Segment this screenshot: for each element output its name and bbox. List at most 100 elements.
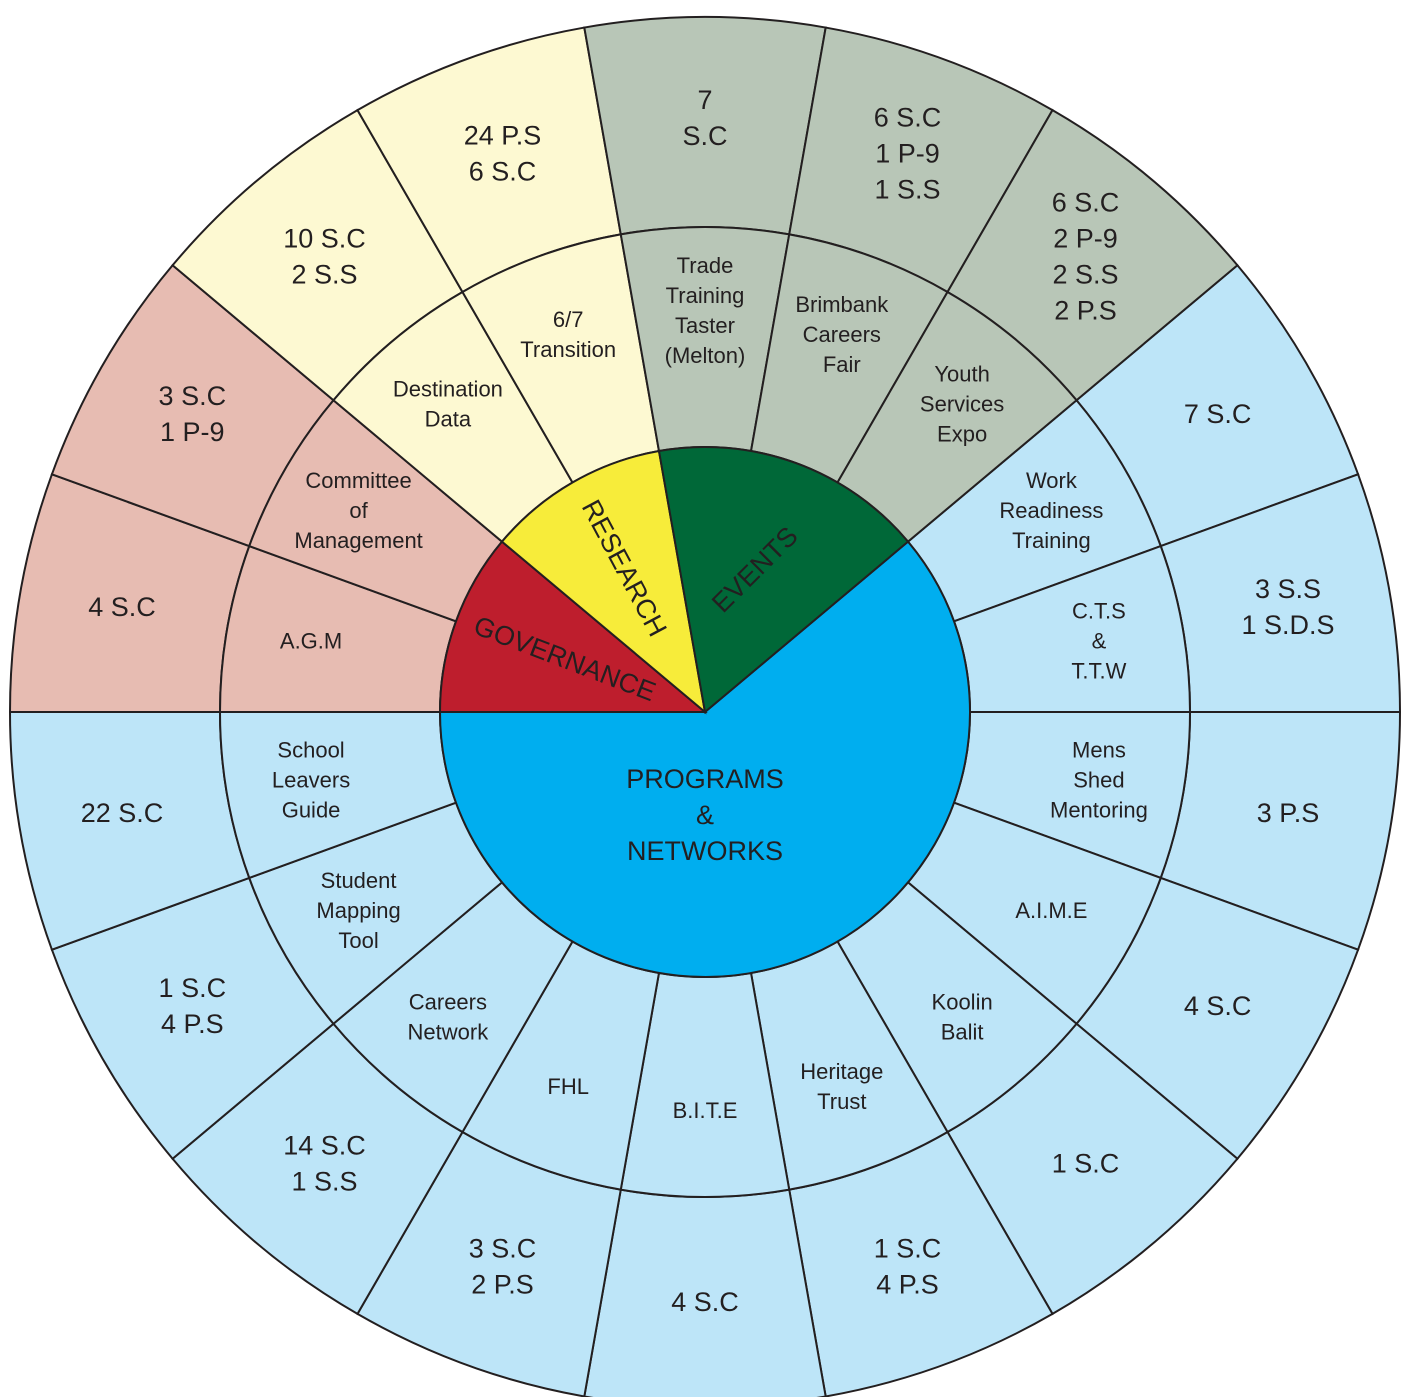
center-label: PROGRAMS & NETWORKS (626, 764, 784, 866)
item-count-line: 1 S.S (291, 1167, 357, 1197)
item-label-line: Brimbank (795, 292, 889, 317)
item-count: 3 S.C 2 P.S (469, 1233, 537, 1299)
item-count-line: 1 S.C (874, 1233, 942, 1263)
item-count: 22 S.C (81, 798, 164, 828)
item-label-line: Leavers (272, 767, 350, 792)
item-label-line: Mapping (316, 898, 400, 923)
item-count: 6 S.C 1 P-9 1 S.S (874, 103, 942, 205)
center-segment (500, 449, 707, 715)
item-label: C.T.S & T.T.W (1071, 598, 1126, 683)
item-count-line: 4 S.C (88, 592, 156, 622)
item-label: Work Readiness Training (999, 468, 1103, 553)
item-count: 4 S.C (1184, 991, 1252, 1021)
item-count-line: 3 S.C (159, 381, 227, 411)
item-label: Youth Services Expo (920, 361, 1004, 446)
item-count-line: 1 P-9 (160, 417, 225, 447)
center-segment (438, 540, 708, 713)
item-label-line: Careers (409, 989, 487, 1014)
item-count-line: 1 S.C (159, 973, 227, 1003)
item-count-line: 2 S.S (291, 260, 357, 290)
center-label-line: PROGRAMS (626, 764, 784, 794)
item-label-line: of (349, 498, 368, 523)
item-label-line: T.T.W (1071, 658, 1126, 683)
center-label-line: NETWORKS (627, 836, 783, 866)
item-count-line: 2 S.S (1053, 260, 1119, 290)
item-label-line: Balit (941, 1019, 984, 1044)
item-label-line: Expo (937, 421, 987, 446)
item-count-line: 1 P-9 (875, 139, 940, 169)
item-label: FHL (547, 1074, 589, 1099)
item-label: Careers Network (408, 989, 490, 1044)
item-count: 3 S.S 1 S.D.S (1241, 574, 1334, 640)
item-label: School Leavers Guide (272, 737, 350, 822)
item-count-line: 4 P.S (161, 1009, 224, 1039)
item-label-line: Careers (803, 322, 881, 347)
item-label-line: Services (920, 391, 1004, 416)
item-label-line: Management (294, 528, 422, 553)
item-count: 1 S.C 4 P.S (159, 973, 227, 1039)
item-label-line: Student (321, 868, 397, 893)
item-label-line: Transition (520, 337, 616, 362)
item-label-line: Mentoring (1050, 797, 1148, 822)
item-count: 7 S.C (682, 85, 727, 151)
item-count: 24 P.S 6 S.C (464, 121, 542, 187)
item-count-line: 22 S.C (81, 798, 164, 828)
item-count-line: 14 S.C (283, 1131, 366, 1161)
item-label-line: Heritage (800, 1059, 883, 1084)
item-label-line: Koolin (932, 989, 993, 1014)
item-count-line: 3 S.S (1255, 574, 1321, 604)
item-count-line: 3 S.C (469, 1233, 537, 1263)
item-label-line: Destination (393, 376, 503, 401)
item-label-line: Readiness (999, 498, 1103, 523)
item-label-line: School (277, 737, 344, 762)
item-label-line: Shed (1073, 767, 1124, 792)
item-label: 6/7 Transition (520, 307, 616, 362)
item-count-line: 2 P-9 (1053, 224, 1118, 254)
item-label-line: A.G.M (280, 628, 342, 653)
item-label-line: Guide (282, 797, 341, 822)
item-label-line: Tool (338, 928, 378, 953)
item-count-line: 7 S.C (1184, 399, 1252, 429)
item-label-line: C.T.S (1072, 598, 1126, 623)
item-label-line: Training (1012, 528, 1091, 553)
item-label: B.I.T.E (673, 1098, 738, 1123)
item-label: Destination Data (393, 376, 503, 431)
item-count-line: 4 S.C (1184, 991, 1252, 1021)
item-count: 7 S.C (1184, 399, 1252, 429)
item-label-line: Data (425, 406, 472, 431)
item-label: Heritage Trust (800, 1059, 883, 1114)
item-label-line: Training (666, 283, 745, 308)
item-label-line: (Melton) (665, 343, 746, 368)
item-count: 3 S.C 1 P-9 (159, 381, 227, 447)
item-label: Committee of Management (294, 468, 422, 553)
item-label-line: FHL (547, 1074, 589, 1099)
item-label: A.I.M.E (1015, 898, 1087, 923)
item-label-line: 6/7 (553, 307, 584, 332)
item-count-line: 6 S.C (469, 157, 537, 187)
item-count-line: 7 (697, 85, 712, 115)
item-label-line: & (1092, 628, 1107, 653)
item-label-line: Mens (1072, 737, 1126, 762)
center-segment (438, 540, 971, 978)
item-count: 6 S.C 2 P-9 2 S.S 2 P.S (1052, 188, 1120, 326)
item-label-line: Trade (677, 253, 734, 278)
center-label-line: & (696, 800, 714, 830)
center-segment (657, 446, 910, 714)
item-count-line: 1 S.S (874, 175, 940, 205)
item-label: Student Mapping Tool (316, 868, 400, 953)
item-label: Koolin Balit (932, 989, 993, 1044)
item-label-line: Work (1026, 468, 1078, 493)
item-label: Brimbank Careers Fair (795, 292, 889, 377)
item-count: 1 S.C 4 P.S (874, 1233, 942, 1299)
item-count-line: 10 S.C (283, 224, 366, 254)
item-count-line: 4 P.S (876, 1269, 939, 1299)
item-count: 1 S.C (1052, 1149, 1120, 1179)
item-count-line: 2 P.S (471, 1269, 534, 1299)
item-label: Trade Training Taster (Melton) (665, 253, 746, 368)
item-count: 14 S.C 1 S.S (283, 1131, 366, 1197)
item-label-line: Youth (934, 361, 989, 386)
item-count: 4 S.C (671, 1287, 739, 1317)
item-count-line: S.C (682, 121, 727, 151)
